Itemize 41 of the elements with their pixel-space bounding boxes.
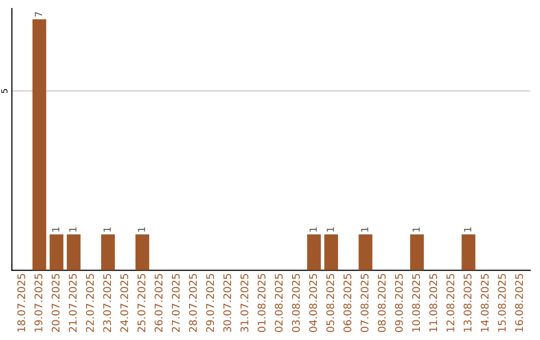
x-tick-label: 04.08.2025: [309, 274, 318, 332]
x-tick-label: 29.07.2025: [206, 274, 214, 332]
x-tick-label: 11.08.2025: [429, 274, 438, 332]
x-tick-label: 05.08.2025: [326, 274, 334, 332]
data-label: 1: [52, 227, 60, 232]
x-tick-label: 23.07.2025: [103, 274, 112, 332]
x-tick-label: 26.07.2025: [154, 274, 163, 332]
x-tick-label: 07.08.2025: [360, 274, 369, 332]
x-tick-label: 31.07.2025: [240, 274, 248, 332]
x-tick-label: 22.07.2025: [86, 274, 94, 332]
x-tick-label: 20.07.2025: [52, 274, 60, 332]
x-tick-label: 02.08.2025: [274, 274, 283, 332]
data-label: 1: [104, 227, 111, 232]
x-tick-label: 13.08.2025: [464, 274, 472, 332]
x-tick-label: 27.07.2025: [172, 274, 180, 332]
data-label: 1: [310, 227, 317, 232]
x-tick-label: 30.07.2025: [223, 274, 232, 332]
x-tick-label: 12.08.2025: [446, 274, 454, 332]
x-tick-label: 03.08.2025: [292, 274, 300, 332]
x-tick-label: 24.07.2025: [120, 274, 128, 332]
x-tick-label: 10.08.2025: [412, 274, 420, 332]
data-label: 1: [464, 227, 472, 232]
x-tick-label: 14.08.2025: [480, 274, 489, 332]
data-label: 1: [412, 227, 420, 232]
x-tick-label: 08.08.2025: [378, 274, 386, 332]
data-label: 1: [138, 227, 146, 232]
data-label: 1: [326, 227, 334, 232]
data-label: 1: [69, 227, 76, 232]
x-tick-label: 09.08.2025: [394, 274, 403, 332]
x-tick-label: 25.07.2025: [137, 274, 146, 332]
x-tick-label: 01.08.2025: [258, 274, 266, 332]
data-label: 1: [361, 227, 368, 232]
x-tick-label: 21.07.2025: [68, 274, 77, 332]
x-tick-label: 16.08.2025: [515, 274, 524, 332]
x-tick-label: 18.07.2025: [17, 274, 26, 332]
data-label: 7: [34, 12, 42, 17]
y-tick-label: 5: [1, 89, 8, 93]
x-tick-label: 19.07.2025: [34, 274, 42, 332]
x-tick-label: 06.08.2025: [343, 274, 352, 332]
x-tick-label: 15.08.2025: [498, 274, 506, 332]
x-tick-label: 28.07.2025: [188, 274, 197, 332]
